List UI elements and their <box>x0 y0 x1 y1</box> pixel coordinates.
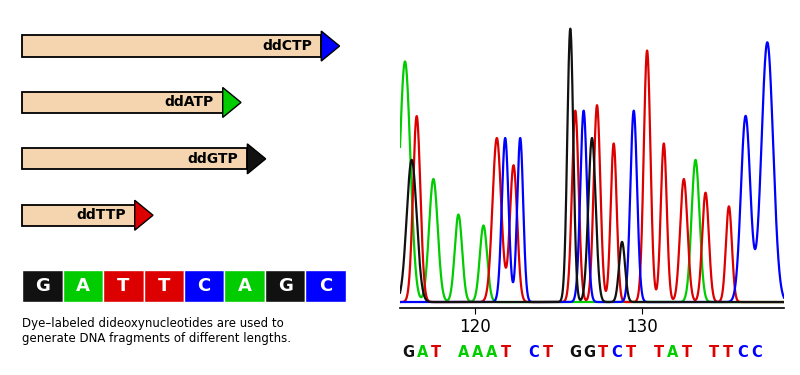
Text: T: T <box>710 345 719 360</box>
FancyBboxPatch shape <box>184 270 225 302</box>
Text: A: A <box>667 345 678 360</box>
Text: T: T <box>723 345 734 360</box>
Text: A: A <box>472 345 484 360</box>
Text: ddCTP: ddCTP <box>262 39 313 53</box>
Text: T: T <box>117 277 130 295</box>
FancyBboxPatch shape <box>22 270 62 302</box>
Text: C: C <box>612 345 622 360</box>
Text: C: C <box>737 345 748 360</box>
Text: A: A <box>486 345 498 360</box>
Text: T: T <box>626 345 636 360</box>
FancyBboxPatch shape <box>22 148 247 170</box>
Text: A: A <box>458 345 470 360</box>
Text: G: G <box>570 345 582 360</box>
Text: C: C <box>528 345 539 360</box>
Polygon shape <box>222 87 241 117</box>
FancyBboxPatch shape <box>143 270 184 302</box>
FancyBboxPatch shape <box>22 205 134 226</box>
Text: A: A <box>238 277 252 295</box>
Text: G: G <box>278 277 293 295</box>
FancyBboxPatch shape <box>62 270 103 302</box>
Text: ddTTP: ddTTP <box>76 208 126 222</box>
FancyBboxPatch shape <box>103 270 143 302</box>
Polygon shape <box>247 144 266 174</box>
FancyBboxPatch shape <box>22 92 222 113</box>
Text: Dye–labeled dideoxynucleotides are used to
generate DNA fragments of different l: Dye–labeled dideoxynucleotides are used … <box>22 318 291 345</box>
FancyBboxPatch shape <box>22 36 322 57</box>
Text: T: T <box>431 345 442 360</box>
Text: G: G <box>402 345 414 360</box>
Text: C: C <box>750 345 762 360</box>
FancyBboxPatch shape <box>225 270 265 302</box>
Text: G: G <box>35 277 50 295</box>
FancyBboxPatch shape <box>265 270 306 302</box>
Text: T: T <box>654 345 664 360</box>
Text: T: T <box>598 345 608 360</box>
Text: ddGTP: ddGTP <box>188 152 238 166</box>
Text: ddATP: ddATP <box>165 96 214 109</box>
Text: C: C <box>198 277 211 295</box>
Polygon shape <box>134 200 153 230</box>
Text: T: T <box>682 345 692 360</box>
Text: G: G <box>583 345 595 360</box>
Text: T: T <box>501 345 511 360</box>
Text: C: C <box>319 277 332 295</box>
Polygon shape <box>322 31 339 61</box>
Text: T: T <box>542 345 553 360</box>
FancyBboxPatch shape <box>306 270 346 302</box>
Text: T: T <box>158 277 170 295</box>
Text: A: A <box>76 277 90 295</box>
Text: A: A <box>417 345 428 360</box>
